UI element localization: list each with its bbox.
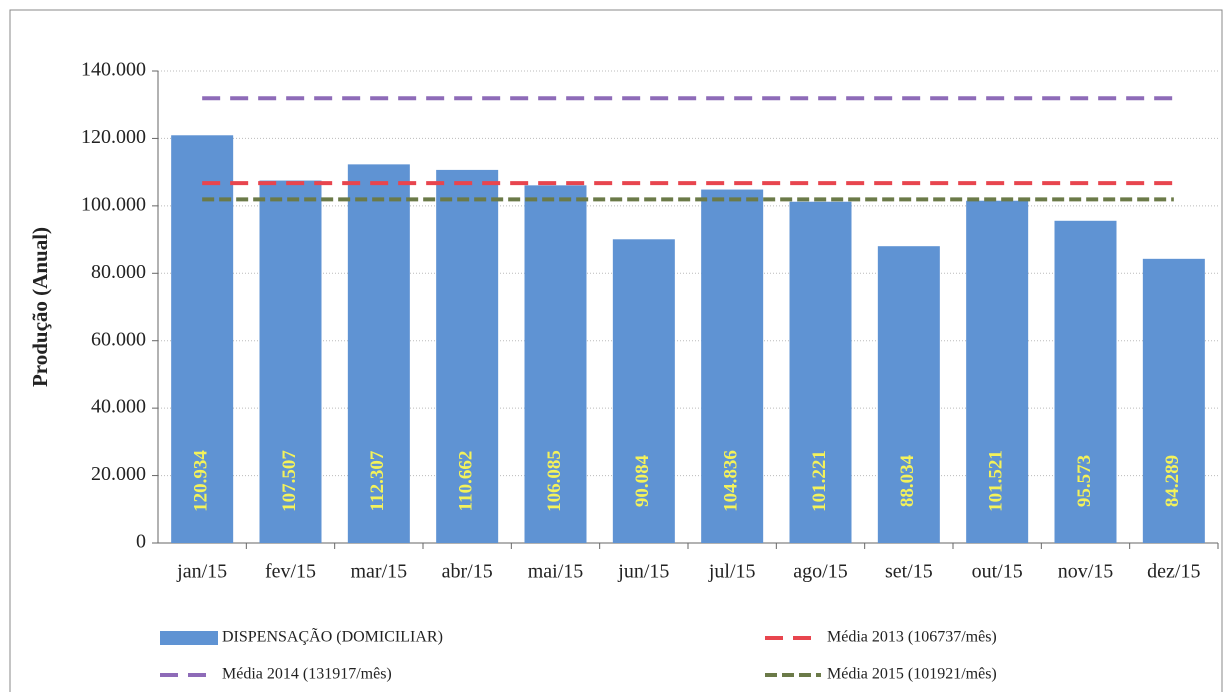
y-tick-label: 140.000 — [81, 59, 146, 81]
value-label: 106.085 — [544, 450, 565, 512]
bar — [347, 164, 410, 543]
bar — [171, 135, 234, 543]
value-label: 107.507 — [279, 450, 300, 512]
y-axis-label: Produção (Anual) — [28, 227, 52, 387]
x-tick-label: out/15 — [972, 561, 1023, 583]
legend-label: Média 2015 (101921/mês) — [827, 666, 997, 683]
legend-label: Média 2014 (131917/mês) — [222, 666, 392, 683]
x-tick-label: abr/15 — [442, 561, 493, 583]
y-tick-label: 20.000 — [91, 463, 146, 485]
bar — [789, 201, 852, 543]
x-tick-label: ago/15 — [793, 561, 847, 583]
x-tick-label: fev/15 — [265, 561, 316, 583]
value-label: 110.662 — [456, 451, 477, 512]
x-tick-label: set/15 — [885, 561, 933, 583]
x-tick-label: nov/15 — [1058, 561, 1114, 583]
value-label: 88.034 — [897, 454, 918, 507]
value-label: 112.307 — [367, 450, 388, 511]
value-label: 101.221 — [809, 450, 830, 512]
frame — [9, 9, 1223, 692]
bar — [877, 246, 940, 544]
x-tick-label: jan/15 — [176, 561, 227, 583]
bar — [612, 239, 675, 544]
y-tick-label: 60.000 — [91, 328, 146, 350]
x-tick-label: dez/15 — [1147, 561, 1200, 583]
value-label: 120.934 — [191, 450, 212, 512]
x-tick-label: mar/15 — [351, 561, 408, 583]
value-label: 101.521 — [986, 450, 1007, 512]
x-tick-label: jun/15 — [617, 561, 669, 583]
value-label: 84.289 — [1162, 455, 1183, 507]
value-label: 90.084 — [632, 454, 653, 507]
bar — [1142, 258, 1205, 543]
bar — [966, 200, 1029, 544]
y-tick-label: 120.000 — [81, 126, 146, 148]
bar — [436, 169, 499, 544]
legend-swatch — [160, 631, 218, 645]
x-tick-label: mai/15 — [528, 561, 584, 583]
value-label: 95.573 — [1074, 455, 1095, 507]
y-tick-label: 40.000 — [91, 396, 146, 418]
y-tick-label: 80.000 — [91, 261, 146, 283]
bar — [259, 180, 322, 543]
x-tick-label: jul/15 — [708, 561, 756, 583]
y-tick-label: 100.000 — [81, 193, 146, 215]
y-tick-label: 0 — [136, 531, 146, 553]
bar — [524, 185, 587, 544]
bar — [701, 189, 764, 543]
legend-label: DISPENSAÇÃO (DOMICILIAR) — [222, 628, 443, 646]
value-label: 104.836 — [721, 450, 742, 512]
legend-label: Média 2013 (106737/mês) — [827, 629, 997, 646]
bar — [1054, 220, 1117, 543]
